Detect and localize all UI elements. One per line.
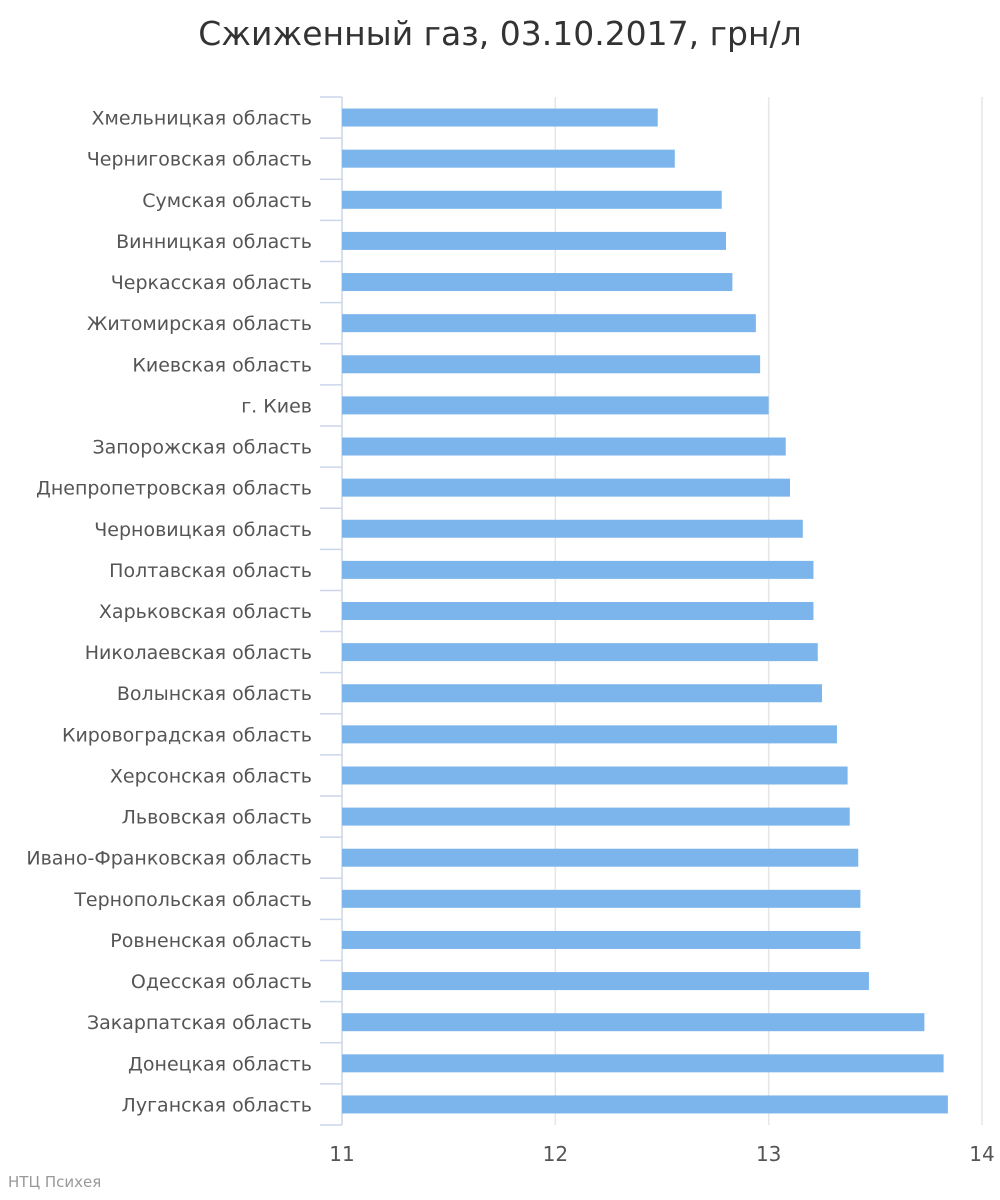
y-tick-label: Киевская область (132, 354, 312, 376)
y-tick-label: Одесская область (131, 971, 312, 993)
y-tick-label: Закарпатская область (87, 1012, 312, 1034)
y-tick-label: Житомирская область (87, 313, 312, 335)
y-tick-label: Черкасская область (111, 272, 312, 294)
y-tick-label: Львовская область (122, 807, 312, 829)
y-tick-label: Ровненская область (110, 930, 312, 952)
y-tick-label: Винницкая область (116, 231, 312, 253)
y-tick-label: г. Киев (241, 395, 312, 417)
x-tick-label: 14 (969, 1142, 994, 1166)
y-tick-label: Николаевская область (85, 642, 312, 664)
y-tick-label: Кировоградская область (62, 724, 312, 746)
bar (342, 519, 803, 538)
y-tick-label: Днепропетровская область (36, 478, 312, 500)
y-tick-label: Луганская область (122, 1094, 312, 1116)
bar (342, 684, 822, 703)
bar (342, 807, 850, 826)
bar (342, 972, 869, 991)
bar (342, 314, 756, 333)
y-tick-label: Херсонская область (110, 765, 312, 787)
y-tick-label: Ивано-Франковская область (26, 848, 312, 870)
bar (342, 437, 786, 456)
credit-link[interactable]: НТЦ Психея (8, 1173, 102, 1191)
y-tick-label: Тернопольская область (73, 889, 312, 911)
bar (342, 930, 861, 949)
bar (342, 396, 769, 415)
y-tick-label: Черниговская область (87, 149, 312, 171)
bar (342, 602, 814, 620)
y-tick-label: Хмельницкая область (91, 108, 312, 130)
y-tick-label: Донецкая область (128, 1053, 312, 1075)
bar (342, 725, 837, 744)
bar (342, 766, 848, 785)
bar (342, 231, 726, 250)
bar (342, 643, 818, 662)
bar (342, 889, 861, 908)
bar (342, 190, 722, 209)
bar (342, 355, 761, 374)
y-tick-label: Полтавская область (109, 560, 312, 582)
bar (342, 1054, 944, 1073)
y-tick-label: Волынская область (117, 683, 312, 705)
bar (342, 149, 675, 168)
y-tick-label: Черновицкая область (94, 519, 312, 541)
chart-title: Сжиженный газ, 03.10.2017, грн/л (198, 14, 802, 53)
bar (342, 1013, 925, 1032)
y-tick-label: Харьковская область (99, 601, 312, 623)
bar (342, 560, 814, 579)
y-tick-label: Сумская область (142, 190, 312, 212)
bar (342, 848, 859, 867)
bar (342, 478, 790, 497)
bar (342, 1095, 948, 1114)
bar (342, 273, 733, 292)
x-tick-label: 12 (543, 1142, 568, 1166)
y-tick-label: Запорожская область (92, 437, 312, 459)
bar (342, 108, 658, 127)
x-tick-label: 11 (329, 1142, 354, 1166)
x-tick-label: 13 (756, 1142, 781, 1166)
